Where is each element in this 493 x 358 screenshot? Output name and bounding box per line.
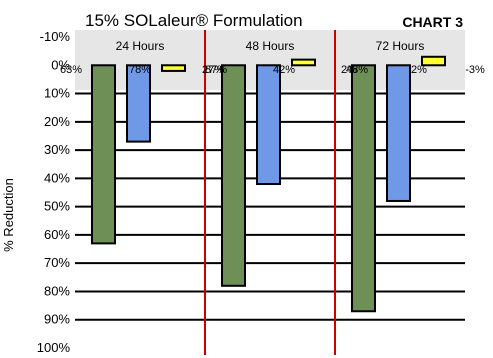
y-tick-label: 30%: [44, 142, 70, 157]
y-tick-label: 20%: [44, 114, 70, 129]
bar: [126, 64, 151, 143]
data-label: 42%: [273, 64, 295, 76]
y-tick-label: 0%: [51, 57, 70, 72]
data-label: 87%: [205, 64, 227, 76]
bar: [91, 64, 116, 245]
data-label: 78%: [129, 64, 151, 76]
y-tick-label: 50%: [44, 199, 70, 214]
period-label: 72 Hours: [376, 39, 425, 53]
y-tick-label: 70%: [44, 255, 70, 270]
period-labels: 24 Hours 48 Hours 72 Hours: [116, 39, 425, 53]
bar: [221, 64, 246, 287]
y-tick-label: 80%: [44, 283, 70, 298]
bar: [421, 55, 446, 67]
bar: [161, 64, 186, 72]
data-labels: 63% 78% 87%27% 42% 48%2% 2% -3%: [60, 64, 485, 76]
bars: [91, 55, 446, 313]
data-label: 27%: [202, 64, 224, 76]
data-label: 48%: [346, 64, 368, 76]
y-axis-label: % Reduction: [1, 178, 16, 252]
chart-number: CHART 3: [402, 14, 463, 30]
bar: [351, 64, 376, 313]
chart-title: 15% SOLaleur® Formulation: [85, 11, 303, 30]
y-tick-label: 100%: [37, 340, 71, 355]
y-tick-label: 90%: [44, 312, 70, 327]
y-tick-labels: -10% 0% 10% 20% 30% 40% 50% 60% 70% 80% 90% 100%: [37, 29, 71, 355]
period-label: 24 Hours: [116, 39, 165, 53]
data-label: -3%: [465, 64, 485, 76]
y-tick-label: 10%: [44, 86, 70, 101]
data-label: 63%: [60, 64, 82, 76]
y-tick-label: 40%: [44, 170, 70, 185]
bar: [256, 64, 281, 186]
group-dividers: [204, 30, 336, 355]
y-tick-label: -10%: [40, 29, 71, 44]
bar: [386, 64, 411, 202]
period-label: 48 Hours: [246, 39, 295, 53]
y-tick-label: 60%: [44, 227, 70, 242]
data-label: 2%: [341, 64, 357, 76]
bar: [291, 58, 316, 67]
data-label: 2%: [411, 64, 427, 76]
